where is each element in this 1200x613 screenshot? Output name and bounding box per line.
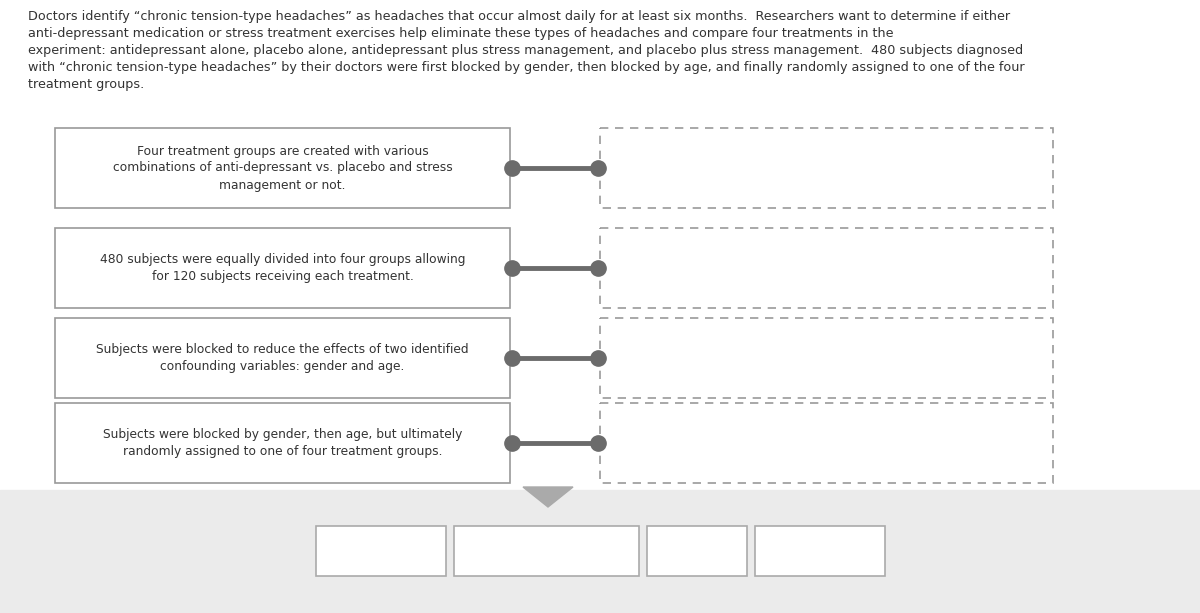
Bar [55,318,510,398]
Bar [600,403,1054,483]
Bar [55,403,510,483]
Text: Replication: Replication [786,544,860,557]
Text: 480 subjects were equally divided into four groups allowing
for 120 subjects rec: 480 subjects were equally divided into f… [100,253,466,283]
Text: Comparison: Comparison [348,544,427,557]
Bar [600,228,1054,308]
Bar [55,128,510,208]
Text: Subjects were blocked to reduce the effects of two identified
confounding variab: Subjects were blocked to reduce the effe… [96,343,469,373]
Text: Control: Control [678,544,727,557]
Bar [0,490,1200,613]
Bar [55,228,510,308]
Text: ∷: ∷ [468,542,478,560]
Text: Doctors identify “chronic tension-type headaches” as headaches that occur almost: Doctors identify “chronic tension-type h… [28,10,1025,91]
Bar [600,128,1054,208]
Text: Four treatment groups are created with various
combinations of anti-depressant v: Four treatment groups are created with v… [113,145,452,191]
Text: ∷: ∷ [660,542,671,560]
Text: ∷: ∷ [330,542,340,560]
Bar [316,526,445,576]
Bar [0,0,1200,490]
Text: Random Assignment: Random Assignment [486,544,623,557]
Text: ∷: ∷ [768,542,779,560]
Text: Subjects were blocked by gender, then age, but ultimately
randomly assigned to o: Subjects were blocked by gender, then ag… [103,428,462,458]
Bar [755,526,884,576]
Polygon shape [523,487,574,507]
Bar [600,318,1054,398]
Bar [647,526,746,576]
Bar [454,526,638,576]
